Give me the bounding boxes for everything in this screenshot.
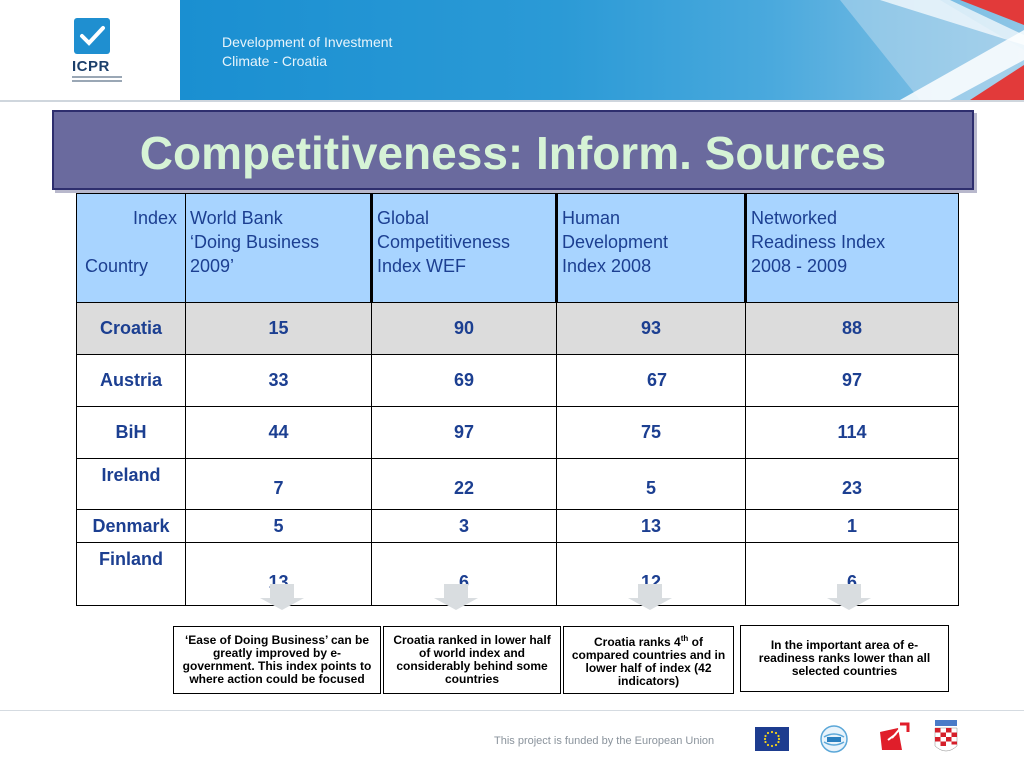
competitiveness-table: Index Country World Bank ‘Doing Business… bbox=[76, 193, 959, 606]
note-nri: In the important area of e-readiness ran… bbox=[740, 625, 949, 692]
slide-title-box: Competitiveness: Inform. Sources bbox=[52, 110, 974, 190]
note-text-part: Croatia ranks 4 bbox=[594, 635, 681, 649]
value-cell: 88 bbox=[745, 302, 959, 355]
logo-subtext-icon bbox=[72, 76, 122, 84]
idi-logo-icon bbox=[820, 725, 848, 753]
column-header-line: Index WEF bbox=[377, 256, 467, 276]
country-label: Country bbox=[85, 256, 149, 276]
croatian-coat-of-arms-icon bbox=[932, 720, 960, 756]
header-blue-band bbox=[180, 0, 1024, 100]
value-cell: 13 bbox=[556, 509, 746, 543]
value-cell: 114 bbox=[745, 406, 959, 459]
note-text: Croatia ranks 4th of compared countries … bbox=[568, 632, 729, 688]
column-header-line: Networked bbox=[751, 208, 838, 228]
country-cell: Croatia bbox=[76, 302, 186, 355]
value-cell: 97 bbox=[745, 354, 959, 407]
header-divider bbox=[0, 100, 1024, 102]
column-header-line: World Bank bbox=[190, 208, 283, 228]
country-cell: Denmark bbox=[76, 509, 186, 543]
eu-flag-icon bbox=[755, 727, 789, 751]
table-header-row: Index Country World Bank ‘Doing Business… bbox=[76, 193, 959, 303]
table-row-bih: BiH 44 97 75 114 bbox=[76, 406, 959, 459]
value-cell: 22 bbox=[371, 458, 557, 510]
value-cell: 1 bbox=[745, 509, 959, 543]
note-text: Croatia ranked in lower half of world in… bbox=[393, 633, 551, 686]
column-header-nri: Networked Readiness Index 2008 - 2009 bbox=[744, 193, 959, 303]
column-header-line: 2008 - 2009 bbox=[751, 256, 848, 276]
value-cell: 5 bbox=[185, 509, 372, 543]
logo-area: ICPR bbox=[0, 0, 180, 100]
table-row-ireland: Ireland 7 22 5 23 bbox=[76, 458, 959, 510]
column-header-gci-wef: Global Competitiveness Index WEF bbox=[370, 193, 557, 303]
column-header-line: Global bbox=[377, 208, 430, 228]
value-cell: 90 bbox=[371, 302, 557, 355]
icpr-logo-icon bbox=[74, 14, 110, 54]
down-arrow-icon bbox=[432, 584, 478, 610]
value-cell: 75 bbox=[556, 406, 746, 459]
value-cell: 69 bbox=[371, 354, 557, 407]
note-text: ‘Ease of Doing Business’ can be greatly … bbox=[182, 633, 372, 686]
down-arrow-icon bbox=[626, 584, 672, 610]
value-cell: 97 bbox=[371, 406, 557, 459]
note-doing-business: ‘Ease of Doing Business’ can be greatly … bbox=[173, 626, 381, 694]
value-cell: 15 bbox=[185, 302, 372, 355]
column-header-line: Development bbox=[562, 232, 669, 252]
column-header-line: 2009’ bbox=[190, 256, 235, 276]
column-header-line: ‘Doing Business bbox=[190, 232, 320, 252]
table-row-croatia: Croatia 15 90 93 88 bbox=[76, 302, 959, 355]
note-superscript: th bbox=[680, 634, 689, 643]
value-cell: 7 bbox=[185, 458, 372, 510]
note-gci: Croatia ranked in lower half of world in… bbox=[383, 626, 561, 694]
column-header-world-bank: World Bank ‘Doing Business 2009’ bbox=[185, 193, 372, 303]
header-title-line2: Climate - Croatia bbox=[222, 53, 328, 69]
value-cell: 12 bbox=[556, 542, 746, 606]
value-cell: 6 bbox=[745, 542, 959, 606]
slide-title: Competitiveness: Inform. Sources bbox=[139, 127, 887, 179]
column-header-line: Competitiveness bbox=[377, 232, 511, 252]
corner-header-cell: Index Country bbox=[76, 193, 186, 303]
header-title-line1: Development of Investment bbox=[222, 34, 393, 50]
country-cell: Ireland bbox=[76, 458, 186, 510]
value-cell: 33 bbox=[185, 354, 372, 407]
value-cell: 44 bbox=[185, 406, 372, 459]
logo-text: ICPR bbox=[72, 58, 110, 75]
country-cell: Finland bbox=[76, 542, 186, 606]
country-cell: Austria bbox=[76, 354, 186, 407]
note-text: In the important area of e-readiness ran… bbox=[758, 638, 931, 678]
down-arrow-icon bbox=[258, 584, 304, 610]
value-cell: 93 bbox=[556, 302, 746, 355]
funding-text: This project is funded by the European U… bbox=[494, 735, 715, 747]
column-header-line: Index 2008 bbox=[562, 256, 652, 276]
column-header-line: Readiness Index bbox=[751, 232, 886, 252]
footer-divider bbox=[0, 710, 1024, 711]
table-row-austria: Austria 33 69 67 97 bbox=[76, 354, 959, 407]
note-text-part: of compared countries and in lower half … bbox=[571, 635, 726, 688]
value-cell: 3 bbox=[371, 509, 557, 543]
column-header-line: Human bbox=[562, 208, 621, 228]
ministry-logo-icon bbox=[878, 722, 910, 752]
index-label: Index bbox=[132, 208, 177, 228]
value-cell: 67 bbox=[556, 354, 746, 407]
table-row-denmark: Denmark 5 3 13 1 bbox=[76, 509, 959, 543]
table-row-finland: Finland 13 6 12 6 bbox=[76, 542, 959, 606]
column-header-hdi: Human Development Index 2008 bbox=[555, 193, 746, 303]
country-cell: BiH bbox=[76, 406, 186, 459]
value-cell: 23 bbox=[745, 458, 959, 510]
note-hdi: Croatia ranks 4th of compared countries … bbox=[563, 626, 734, 694]
down-arrow-icon bbox=[825, 584, 871, 610]
header-banner: ICPR Development of Investment Climate -… bbox=[0, 0, 1024, 100]
value-cell: 5 bbox=[556, 458, 746, 510]
